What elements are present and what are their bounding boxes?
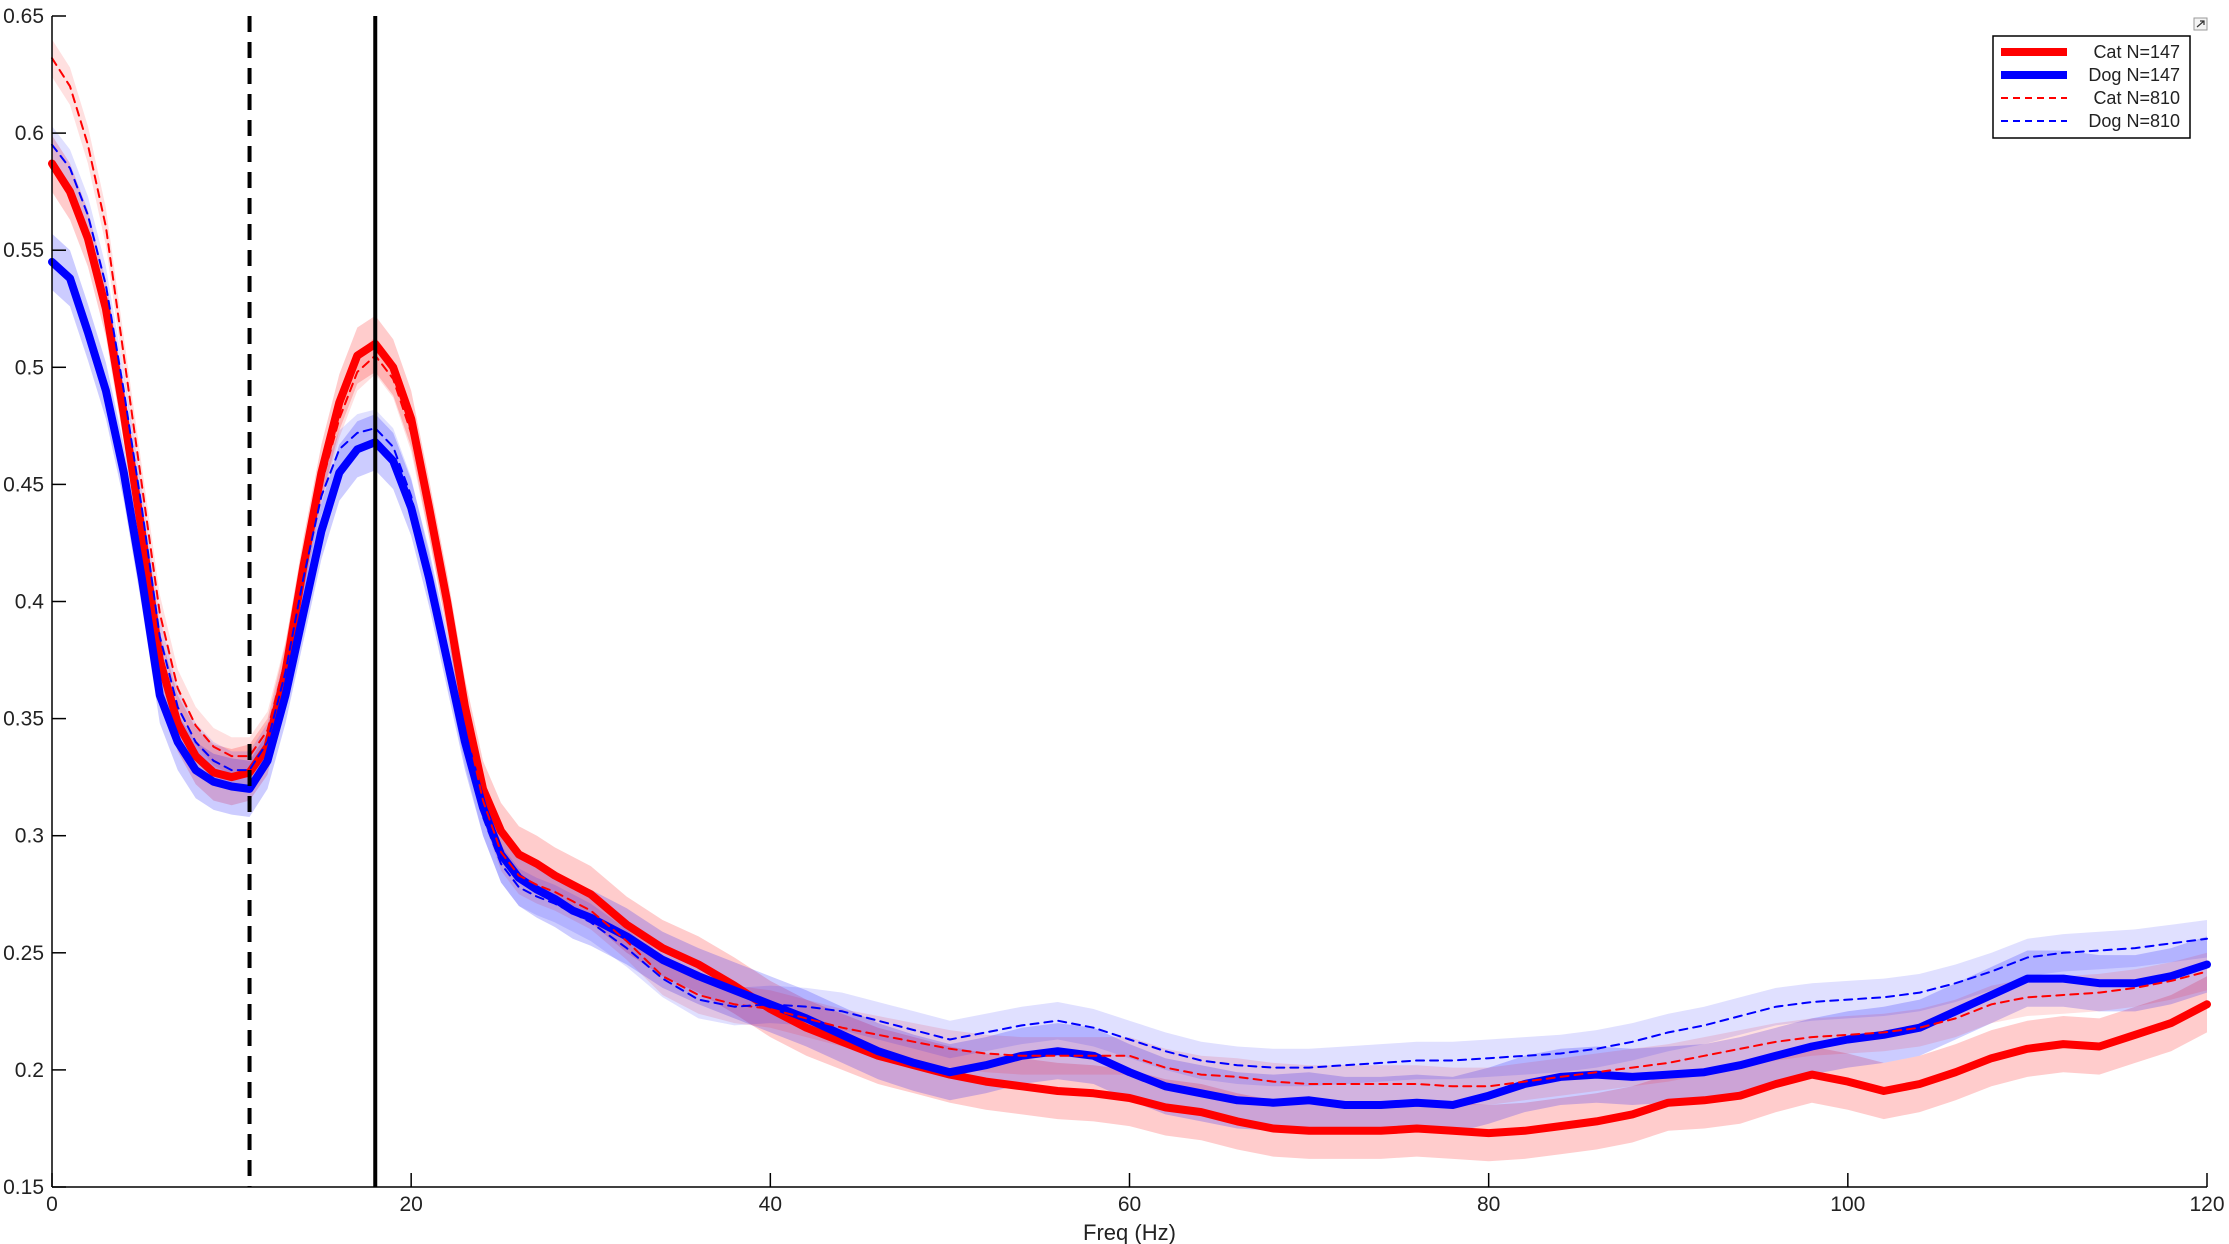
band-dog-n-810 <box>52 126 2207 1087</box>
x-axis-label: Freq (Hz) <box>1083 1220 1176 1244</box>
legend-entry: Cat N=810 <box>2093 88 2180 108</box>
y-tick-label: 0.65 <box>3 5 44 28</box>
y-tick-label: 0.35 <box>3 708 44 731</box>
tick-marks: 0 20 40 60 80 100 120 0.15 0.2 0.25 0.3 0.35 0.4 0.45… <box>3 5 2224 1216</box>
series-lines <box>48 57 2211 1138</box>
x-tick-label: 20 <box>399 1193 422 1216</box>
y-tick-label: 0.15 <box>3 1176 44 1199</box>
legend-entry: Cat N=147 <box>2093 42 2180 62</box>
x-tick-label: 120 <box>2189 1193 2224 1216</box>
expand-icon[interactable] <box>2193 17 2208 31</box>
y-tick-label: 0.45 <box>3 473 44 496</box>
y-tick-label: 0.6 <box>15 122 44 145</box>
band-cat-n-147 <box>52 135 2207 1162</box>
y-tick-label: 0.5 <box>15 356 44 379</box>
y-tick-label: 0.4 <box>15 591 45 614</box>
series-line-cat-n-810 <box>51 57 2208 1088</box>
x-tick-label: 60 <box>1118 1193 1141 1216</box>
series-line-cat-n-147 <box>48 159 2211 1138</box>
x-tick-label: 40 <box>759 1193 782 1216</box>
x-tick-label: 100 <box>1830 1193 1865 1216</box>
legend: Cat N=147 Dog N=147 Cat N=810 Dog N=810 <box>1992 35 2191 139</box>
reference-lines <box>247 16 378 1187</box>
y-tick-label: 0.55 <box>3 239 44 262</box>
y-tick-label: 0.3 <box>15 825 44 848</box>
y-tick-label: 0.25 <box>3 942 44 965</box>
band-dog-n-147 <box>52 233 2207 1134</box>
expand-icon-arrow <box>2196 20 2205 28</box>
legend-entry: Dog N=810 <box>2088 111 2180 131</box>
series-line-dog-n-147 <box>48 257 2211 1109</box>
series-line-dog-n-810 <box>51 143 2208 1069</box>
x-tick-label: 80 <box>1477 1193 1500 1216</box>
x-tick-label: 0 <box>46 1193 58 1216</box>
legend-entry: Dog N=147 <box>2088 65 2180 85</box>
y-tick-label: 0.2 <box>15 1059 44 1082</box>
